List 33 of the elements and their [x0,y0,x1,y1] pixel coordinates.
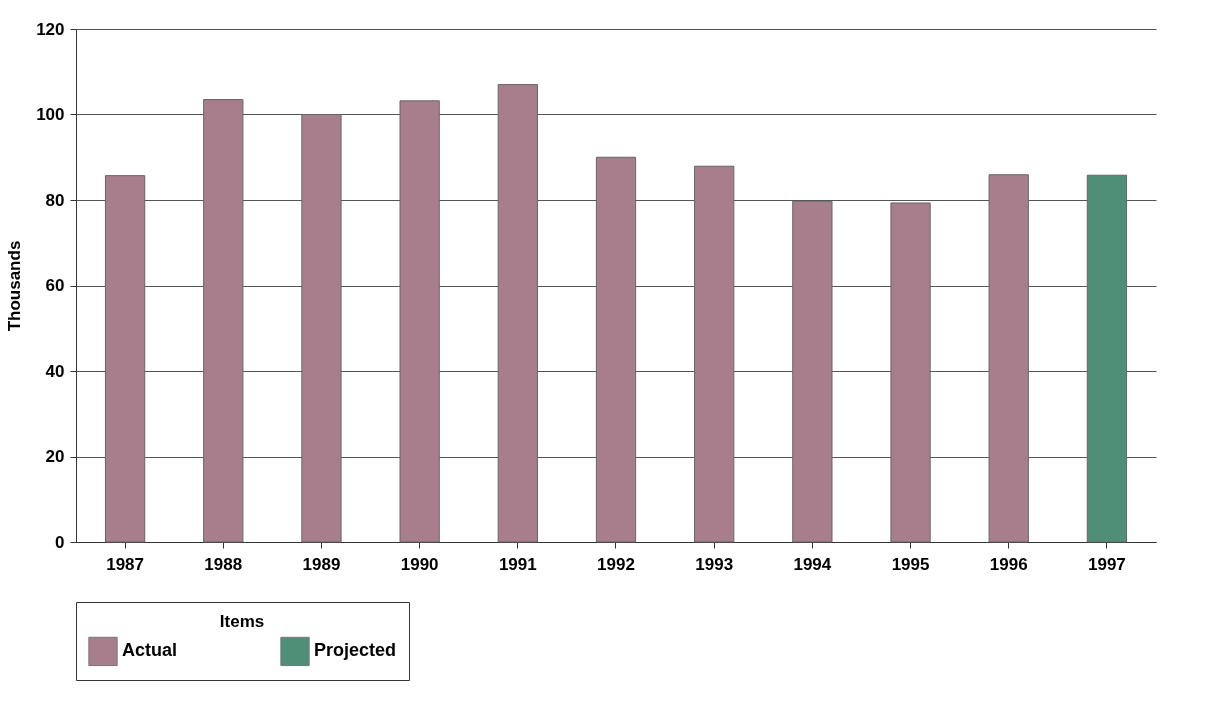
bar [203,99,244,543]
y-tick-label: 40 [45,361,65,381]
bar [399,100,440,543]
x-tick-label: 1993 [695,554,734,574]
x-tick-label: 1991 [498,554,537,574]
x-tick-label: 1992 [597,554,635,574]
bar [694,165,735,543]
x-tick-label: 1990 [400,554,439,574]
y-tick-label: 120 [36,19,65,39]
legend-label: Actual [122,640,178,661]
x-tick-label: 1987 [106,554,144,574]
bar [595,156,637,543]
bar [1086,174,1128,543]
bar [890,202,931,543]
x-tick-label: 1989 [302,554,341,574]
legend-title: Items [219,612,265,631]
x-tick-label: 1988 [204,554,243,574]
bar [301,114,342,543]
x-tick-label: 1996 [989,554,1028,574]
y-axis-title: Thousands [5,240,25,332]
bar [988,174,1029,543]
y-tick-label: 80 [45,190,65,210]
bar [792,200,833,543]
x-tick-label: 1995 [891,554,930,574]
legend-label: Projected [314,640,397,661]
bar [104,175,146,543]
bar [497,84,538,543]
y-tick-label: 0 [55,532,65,552]
y-tick-label: 60 [45,276,65,295]
y-tick-label: 20 [45,447,65,466]
x-tick-label: 1997 [1087,554,1126,574]
x-tick-label: 1994 [793,554,832,574]
y-tick-label: 100 [36,105,65,124]
